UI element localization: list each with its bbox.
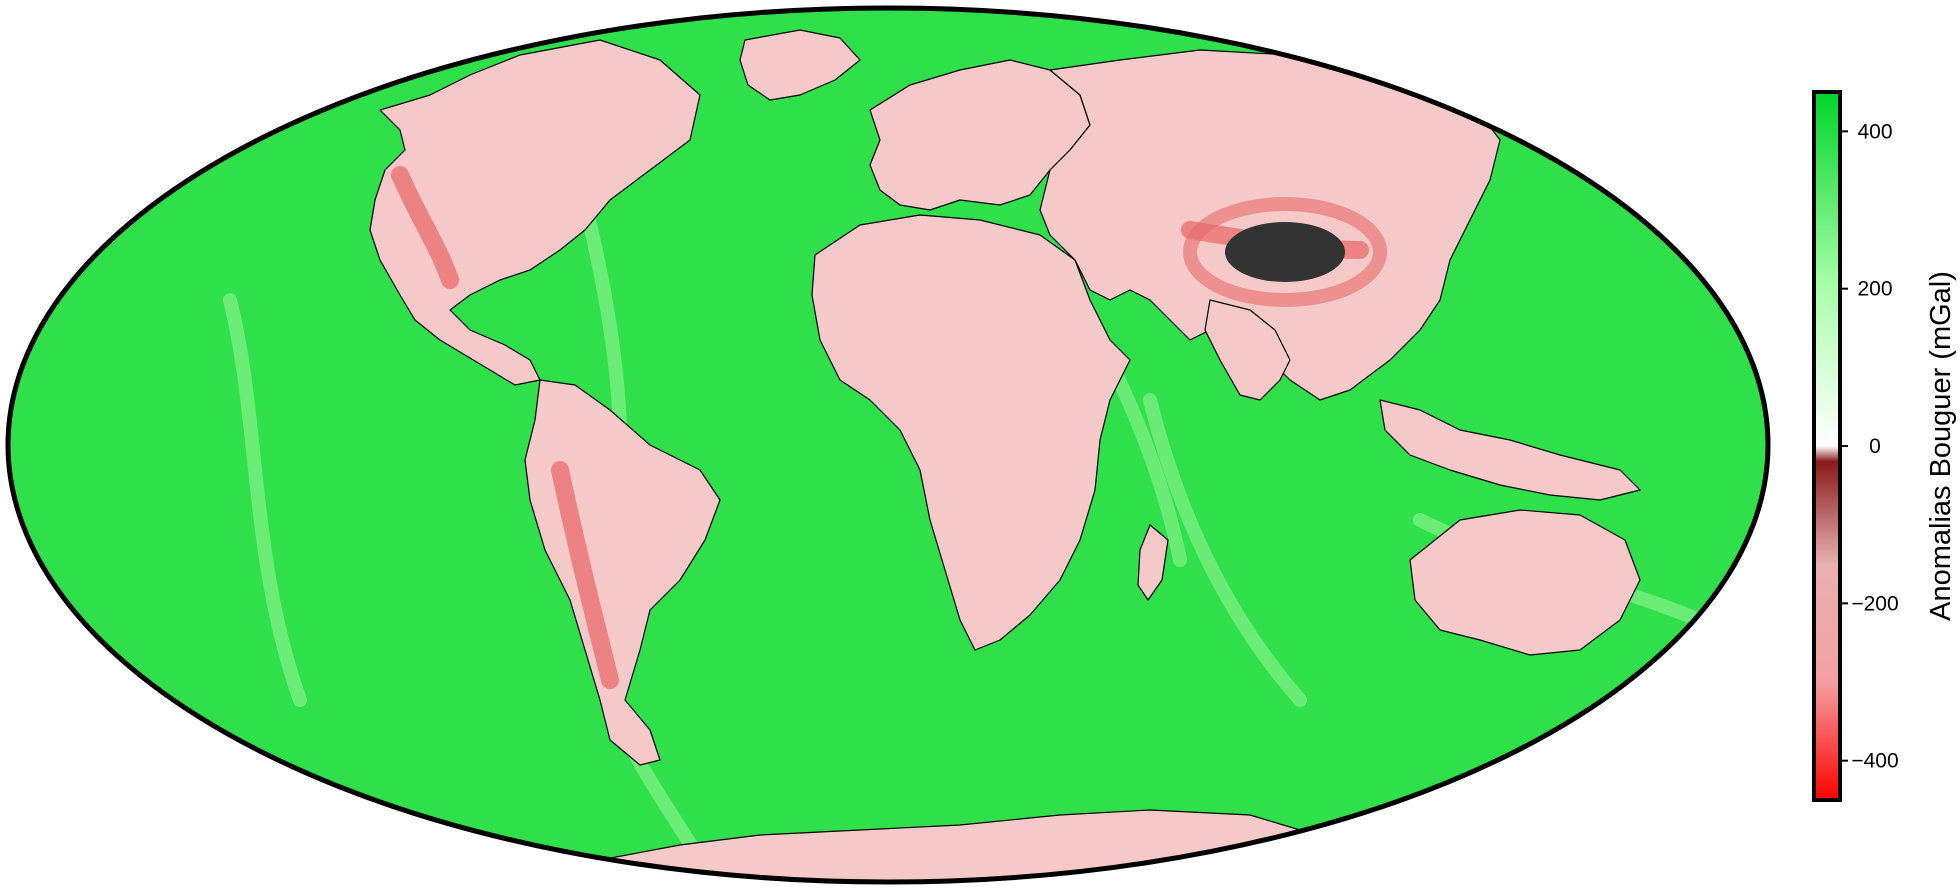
- land-greenland: [739, 29, 861, 101]
- land-europe: [869, 59, 1091, 211]
- colorbar-ticks: 400 200 0 −200 −400: [1840, 120, 1899, 773]
- land-north-america: [369, 39, 701, 386]
- map-frame: [5, 5, 1771, 885]
- colorbar-tick-label: 200: [1857, 278, 1892, 301]
- colorbar: 400 200 0 −200 −400 Anomalias Bouguer (mGal): [1812, 90, 1957, 802]
- land-india: [1204, 299, 1291, 401]
- land-southeast-asia: [1379, 399, 1641, 501]
- map-body: [8, 8, 1768, 882]
- colorbar-tick-label: −200: [1851, 592, 1898, 615]
- tibet-halo: [1183, 197, 1387, 307]
- colorbar-tick-label: −400: [1851, 750, 1898, 773]
- colorbar-scale: [1812, 90, 1842, 802]
- land-madagascar: [1137, 524, 1169, 601]
- land-africa: [811, 214, 1131, 651]
- colorbar-tick-label: 0: [1869, 435, 1881, 458]
- colorbar-tick-label: 400: [1857, 120, 1892, 143]
- land-australia: [1409, 509, 1641, 656]
- tibet-extreme-anomaly: [1225, 222, 1345, 282]
- colorbar-title: Anomalias Bouguer (mGal): [1925, 271, 1957, 621]
- land-south-america: [524, 379, 721, 766]
